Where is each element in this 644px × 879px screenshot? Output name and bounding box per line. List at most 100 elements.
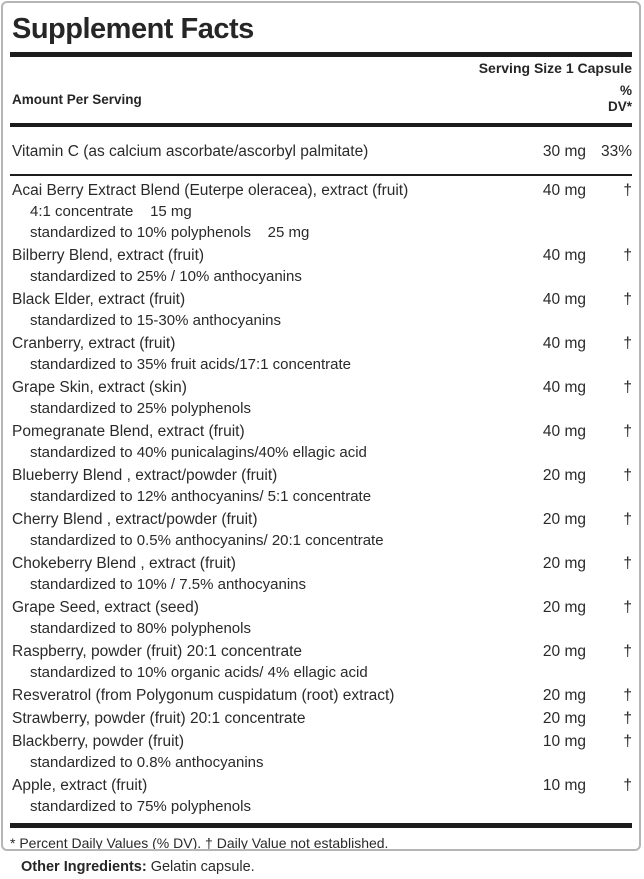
ingredient-dv: † (623, 467, 632, 485)
percent-dv-header-line1: % (619, 83, 632, 99)
ingredient-name: Grape Skin, extract (skin) (12, 379, 187, 397)
ingredient-row: Cherry Blend , extract/powder (fruit) 20 … (10, 511, 632, 549)
ingredient-row: Bilberry Blend, extract (fruit) 40 mg † sta… (10, 247, 632, 285)
ingredient-name: Chokeberry Blend , extract (fruit) (12, 555, 236, 573)
footnote: * Percent Daily Values (% DV). † Daily V… (10, 835, 389, 851)
ingredient-amount: 20 mg (542, 710, 586, 728)
serving-size: Serving Size 1 Capsule (478, 60, 632, 77)
ingredient-amount: 10 mg (542, 777, 586, 795)
ingredient-sub-line: 4:1 concentrate 15 mg (30, 203, 192, 221)
ingredient-name: Cranberry, extract (fruit) (12, 335, 176, 353)
ingredient-sub-line: standardized to 80% polyphenols (30, 620, 251, 638)
ingredient-dv: † (623, 379, 632, 397)
ingredient-name: Bilberry Blend, extract (fruit) (12, 247, 205, 265)
ingredient-sub-line: standardized to 25% polyphenols (30, 400, 251, 418)
ingredient-amount: 40 mg (542, 379, 586, 397)
ingredient-dv: † (623, 423, 632, 441)
ingredient-amount: 20 mg (542, 643, 586, 661)
ingredient-rows: Vitamin C (as calcium ascorbate/ascorbyl… (10, 143, 632, 815)
ingredient-sub-line: standardized to 25% / 10% anthocyanins (30, 268, 302, 286)
ingredient-row: Resveratrol (from Polygonum cuspidatum (… (10, 687, 632, 704)
ingredient-dv: † (623, 733, 632, 751)
ingredient-sub-line: standardized to 10% polyphenols 25 mg (30, 224, 310, 242)
ingredient-dv: † (623, 710, 632, 728)
ingredient-sub-line: standardized to 0.8% anthocyanins (30, 754, 264, 772)
ingredient-main-line: Pomegranate Blend, extract (fruit) 40 mg † (10, 423, 632, 440)
ingredient-amount: 20 mg (542, 687, 586, 705)
ingredient-name: Strawberry, powder (fruit) 20:1 concentr… (12, 710, 306, 728)
ingredient-row: Apple, extract (fruit) 10 mg † standardized… (10, 777, 632, 815)
ingredient-main-line: Blackberry, powder (fruit) 10 mg † (10, 733, 632, 750)
ingredient-name: Cherry Blend , extract/powder (fruit) (12, 511, 258, 529)
ingredient-amount: 40 mg (542, 247, 586, 265)
header-thick-rule (10, 123, 632, 128)
ingredient-sub-line: standardized to 10% organic acids/ 4% el… (30, 664, 368, 682)
ingredient-row: Vitamin C (as calcium ascorbate/ascorbyl… (10, 143, 632, 177)
ingredient-name: Black Elder, extract (fruit) (12, 291, 186, 309)
ingredient-name: Blackberry, powder (fruit) (12, 733, 184, 751)
supplement-facts-panel: Supplement Facts Serving Size 1 Capsule … (1, 1, 641, 851)
ingredient-amount: 20 mg (542, 467, 586, 485)
ingredient-main-line: Cranberry, extract (fruit) 40 mg † (10, 335, 632, 352)
ingredient-sub-line: standardized to 35% fruit acids/17:1 con… (30, 356, 352, 374)
ingredient-row: Grape Seed, extract (seed) 20 mg † standard… (10, 599, 632, 637)
ingredient-row: Blueberry Blend , extract/powder (fruit)… (10, 467, 632, 505)
ingredient-row: Cranberry, extract (fruit) 40 mg † standard… (10, 335, 632, 373)
ingredient-sub-line: standardized to 75% polyphenols (30, 798, 251, 816)
ingredient-dv: † (623, 555, 632, 573)
ingredient-main-line: Chokeberry Blend , extract (fruit) 20 mg † (10, 555, 632, 572)
ingredient-row: Strawberry, powder (fruit) 20:1 concentr… (10, 710, 632, 727)
ingredient-sub-line: standardized to 40% punicalagins/40% ell… (30, 444, 367, 462)
other-ingredients-label: Other Ingredients: (21, 859, 147, 875)
ingredient-dv: † (623, 599, 632, 617)
ingredient-dv: † (623, 291, 632, 309)
ingredient-name: Blueberry Blend , extract/powder (fruit) (12, 467, 278, 485)
ingredient-row: Raspberry, powder (fruit) 20:1 concentra… (10, 643, 632, 681)
ingredient-dv: † (623, 335, 632, 353)
percent-dv-header-line2: DV* (607, 99, 632, 115)
ingredient-amount: 40 mg (542, 423, 586, 441)
ingredient-name: Pomegranate Blend, extract (fruit) (12, 423, 245, 441)
ingredient-amount: 40 mg (542, 291, 586, 309)
ingredient-name: Resveratrol (from Polygonum cuspidatum (… (12, 687, 395, 705)
percent-dv-header: % DV* (608, 83, 632, 115)
top-thick-rule (10, 52, 632, 58)
ingredient-name: Raspberry, powder (fruit) 20:1 concentra… (12, 643, 303, 661)
ingredient-sub-line: standardized to 0.5% anthocyanins/ 20:1 … (30, 532, 384, 550)
ingredient-row: Chokeberry Blend , extract (fruit) 20 mg †… (10, 555, 632, 593)
ingredient-row: Black Elder, extract (fruit) 40 mg † standa… (10, 291, 632, 329)
row-separator-rule (10, 174, 632, 177)
ingredient-dv: † (623, 687, 632, 705)
ingredient-sub-line: standardized to 15-30% anthocyanins (30, 312, 282, 330)
ingredient-dv: † (623, 643, 632, 661)
ingredient-main-line: Acai Berry Extract Blend (Euterpe olerac… (10, 182, 632, 199)
ingredient-name: Apple, extract (fruit) (12, 777, 148, 795)
ingredient-amount: 20 mg (542, 599, 586, 617)
ingredient-main-line: Blueberry Blend , extract/powder (fruit)… (10, 467, 632, 484)
ingredient-amount: 20 mg (542, 511, 586, 529)
ingredient-row: Grape Skin, extract (skin) 40 mg † standard… (10, 379, 632, 417)
ingredient-dv: † (623, 247, 632, 265)
ingredient-main-line: Raspberry, powder (fruit) 20:1 concentra… (10, 643, 632, 660)
other-ingredients-value: Gelatin capsule. (146, 859, 255, 875)
ingredient-main-line: Resveratrol (from Polygonum cuspidatum (… (10, 687, 632, 704)
ingredient-dv: † (623, 511, 632, 529)
ingredient-main-line: Cherry Blend , extract/powder (fruit) 20 … (10, 511, 632, 528)
ingredient-row: Acai Berry Extract Blend (Euterpe olerac… (10, 182, 632, 241)
ingredient-amount: 40 mg (542, 182, 586, 200)
ingredient-amount: 20 mg (542, 555, 586, 573)
other-ingredients: Other Ingredients: Gelatin capsule. (21, 858, 255, 876)
ingredient-amount: 30 mg (542, 143, 586, 161)
ingredient-name: Vitamin C (as calcium ascorbate/ascorbyl… (12, 143, 369, 161)
ingredient-dv: † (623, 777, 632, 795)
ingredient-dv: 33% (600, 143, 632, 161)
ingredient-sub-line: standardized to 10% / 7.5% anthocyanins (30, 576, 307, 594)
ingredient-name: Acai Berry Extract Blend (Euterpe olerac… (12, 182, 409, 200)
ingredient-main-line: Grape Skin, extract (skin) 40 mg † (10, 379, 632, 396)
ingredient-dv: † (623, 182, 632, 200)
ingredient-main-line: Strawberry, powder (fruit) 20:1 concentr… (10, 710, 632, 727)
column-header-row: Amount Per Serving % DV* (10, 83, 632, 115)
ingredient-amount: 10 mg (542, 733, 586, 751)
panel-title: Supplement Facts (12, 13, 254, 45)
